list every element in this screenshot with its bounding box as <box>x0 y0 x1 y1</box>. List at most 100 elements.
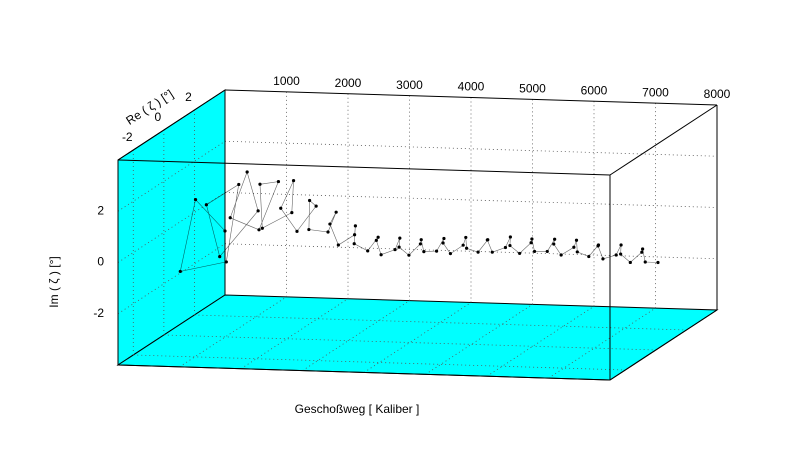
im-tick-label: 0 <box>97 255 104 269</box>
box-edge <box>224 89 718 106</box>
trajectory-point <box>641 247 645 251</box>
x-axis-label: Geschoßweg [ Kaliber ] <box>295 402 420 416</box>
trajectory-point <box>553 237 557 241</box>
x-tick-label: 6000 <box>581 83 608 97</box>
trajectory-point <box>434 249 439 253</box>
box-edge <box>117 364 611 381</box>
trajectory-point <box>256 209 260 213</box>
trajectory-point <box>326 230 330 234</box>
trajectory-point <box>640 250 644 254</box>
trajectory-point <box>376 235 380 239</box>
walls <box>116 89 719 381</box>
trajectory-point <box>614 253 618 257</box>
trajectory-point <box>334 210 338 214</box>
trajectory-point <box>490 250 494 254</box>
trajectory-point <box>237 182 241 187</box>
trajectory-point <box>529 241 533 245</box>
trajectory-point <box>545 249 549 254</box>
trajectory-point <box>336 243 340 247</box>
trajectory-point <box>552 242 556 246</box>
box-edge <box>609 309 718 381</box>
box-edge <box>117 89 226 161</box>
trajectory-point <box>393 247 397 252</box>
x-tick-label: 4000 <box>458 80 485 94</box>
box-edge <box>117 159 611 176</box>
trajectory-point <box>464 246 469 250</box>
trajectory-point <box>257 228 261 232</box>
trajectory-point <box>258 182 262 186</box>
x-tick-label: 3000 <box>396 78 423 92</box>
trajectory-point <box>291 178 296 183</box>
trajectory-point <box>575 250 579 254</box>
trajectory-point <box>279 206 283 210</box>
x-tick-label: 1000 <box>273 74 300 88</box>
trajectory-point <box>204 203 208 207</box>
x-tick-label: 7000 <box>642 85 669 99</box>
trajectory-point <box>656 260 660 265</box>
trajectory-point <box>508 235 512 239</box>
trajectory-point <box>178 269 182 274</box>
trajectory-point <box>245 170 249 174</box>
trajectory-line <box>179 171 659 272</box>
trajectory-point <box>290 210 294 215</box>
re-axis-label: Re ( ζ ) [°] <box>123 87 175 128</box>
trajectory-point <box>441 241 445 245</box>
trajectory-point <box>407 253 411 257</box>
trajectory-point <box>374 238 378 242</box>
grid-line <box>224 192 718 208</box>
trajectory-point <box>224 260 228 264</box>
trajectory-point <box>559 253 563 257</box>
trajectory-point <box>352 242 356 246</box>
trajectory-point <box>419 238 423 242</box>
trajectory-point <box>619 252 623 256</box>
im-tick-label: 2 <box>97 203 104 217</box>
trajectory-point <box>442 236 446 241</box>
trajectory-point <box>307 198 312 203</box>
re-tick-label: 2 <box>185 90 192 104</box>
trajectory-point <box>314 204 318 208</box>
trajectory-point <box>464 235 468 240</box>
x-tick-label: 8000 <box>704 87 731 101</box>
im-axis-label: Im ( ζ ) [°] <box>47 256 61 307</box>
re-tick-label: 0 <box>155 110 162 124</box>
trajectory-point <box>643 260 647 264</box>
trajectory-point <box>379 253 383 257</box>
trajectory-point <box>628 260 632 265</box>
trajectory-point <box>485 238 489 242</box>
trajectory-point <box>307 227 311 232</box>
trajectory-point <box>353 224 357 228</box>
box-edge <box>609 104 718 176</box>
trajectory-point <box>596 244 600 248</box>
trajectory-point <box>328 222 332 226</box>
trajectory-point <box>448 252 453 256</box>
trajectory-point <box>508 243 512 248</box>
im-tick-label: -2 <box>93 306 104 320</box>
trajectory-point <box>532 249 537 254</box>
trajectory-point <box>572 245 576 249</box>
trajectory-point <box>366 249 370 253</box>
x-tick-label: 5000 <box>519 82 546 96</box>
trajectory-point <box>530 237 534 241</box>
trajectory-point <box>574 238 579 242</box>
trajectory-point <box>418 242 423 246</box>
trajectory-point <box>193 197 198 202</box>
trajectory-point <box>398 236 402 240</box>
trajectory-point <box>260 226 264 230</box>
trajectory-point <box>587 254 591 259</box>
trajectory-point <box>352 233 357 237</box>
x-tick-label: 2000 <box>335 76 362 90</box>
trajectory-point <box>276 179 281 184</box>
trajectory-point <box>422 250 426 254</box>
re-tick-label: -2 <box>122 130 133 144</box>
trajectory-point <box>619 243 623 247</box>
trajectory-point <box>397 245 401 249</box>
trajectory-point <box>476 250 480 254</box>
trajectory-point <box>228 216 232 220</box>
trajectory-point <box>518 251 522 256</box>
trajectory-point <box>503 245 508 250</box>
trajectory-point <box>218 254 222 259</box>
trajectory-point <box>461 243 465 247</box>
trajectory-point <box>601 257 605 261</box>
trajectory-point <box>295 229 299 233</box>
